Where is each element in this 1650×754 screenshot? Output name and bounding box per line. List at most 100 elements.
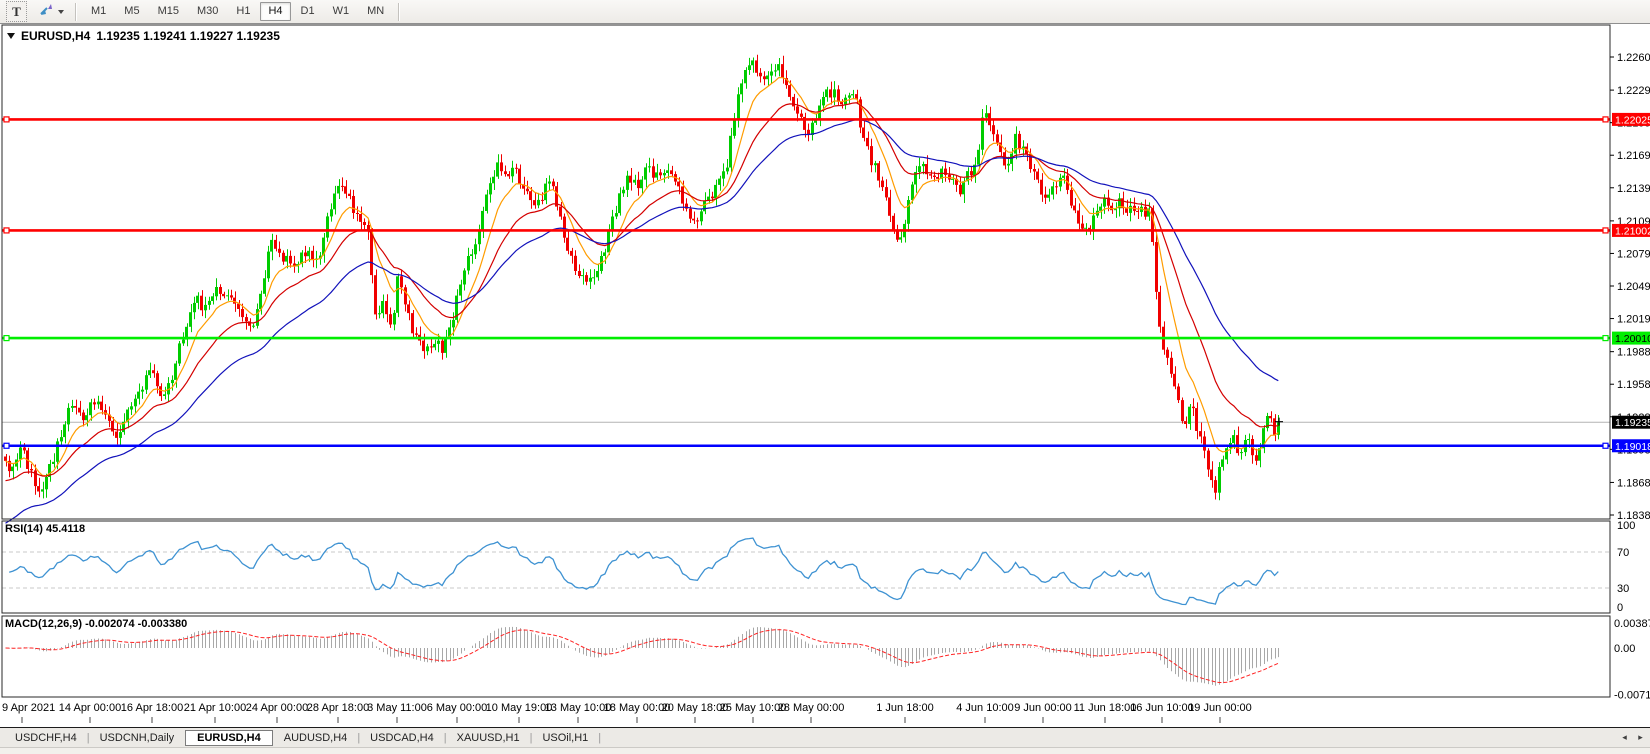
svg-text:1.20190: 1.20190 (1617, 314, 1650, 326)
svg-text:1.19885: 1.19885 (1617, 347, 1650, 359)
collapse-icon[interactable] (7, 33, 15, 39)
svg-text:1.21395: 1.21395 (1617, 183, 1650, 195)
svg-text:1.22295: 1.22295 (1617, 85, 1650, 97)
tab-AUDUSD-H4[interactable]: AUDUSD,H4 (283, 731, 348, 744)
chart-title: EURUSD,H4 1.19235 1.19241 1.19227 1.1923… (7, 29, 280, 43)
tab-separator: | (357, 731, 361, 744)
timeframe-buttons: M1 M5 M15 M30 H1 H4 D1 W1 MN (83, 2, 392, 21)
svg-text:9 Jun 00:00: 9 Jun 00:00 (1014, 702, 1072, 714)
svg-text:1.19585: 1.19585 (1617, 379, 1650, 391)
chevron-down-icon (58, 9, 64, 14)
svg-text:3 May 11:00: 3 May 11:00 (367, 702, 427, 714)
timeframe-button-H1[interactable]: H1 (236, 5, 251, 17)
macd-indicator-label: MACD(12,26,9) -0.002074 -0.003380 (5, 618, 188, 630)
rsi-line (9, 537, 1279, 606)
ohlc-values: 1.19235 1.19241 1.19227 1.19235 (96, 29, 280, 43)
svg-text:1.20490: 1.20490 (1617, 281, 1650, 293)
toolbar-separator (75, 2, 77, 21)
tab-separator: | (598, 731, 602, 744)
date-axis: 9 Apr 2021 14 Apr 00:00 16 Apr 18:00 21 Apr… (2, 702, 1252, 723)
svg-text:18 May 00:00: 18 May 00:00 (604, 702, 671, 714)
svg-text:10 May 19:00: 10 May 19:00 (486, 702, 553, 714)
line-anchor-square[interactable] (1602, 116, 1609, 123)
svg-text:1 Jun 18:00: 1 Jun 18:00 (876, 702, 934, 714)
tabs-scroll-left-button[interactable]: ◂ (1622, 732, 1627, 742)
indicators-icon (39, 2, 54, 22)
svg-text:0.003873: 0.003873 (1614, 618, 1650, 630)
rsi-indicator-label: RSI(14) 45.4118 (5, 523, 86, 535)
line-anchor-square[interactable] (3, 334, 10, 342)
svg-text:21 Apr 10:00: 21 Apr 10:00 (184, 702, 246, 714)
price-badge-1.20010: 1.20010 (1612, 331, 1650, 345)
svg-text:1.21002: 1.21002 (1615, 225, 1650, 237)
line-anchor-square[interactable] (3, 442, 10, 449)
ma-fast-line (5, 76, 1279, 477)
timeframe-button-M30[interactable]: M30 (196, 5, 219, 17)
line-anchor-square[interactable] (3, 227, 10, 234)
svg-text:16 Apr 18:00: 16 Apr 18:00 (121, 702, 183, 714)
svg-text:4 Jun 10:00: 4 Jun 10:00 (956, 702, 1014, 714)
top-toolbar: T M1 M5 M15 M30 H1 H4 D1 W1 MN (0, 0, 1650, 24)
svg-text:30: 30 (1617, 583, 1629, 595)
svg-text:1.22600: 1.22600 (1617, 52, 1650, 64)
timeframe-button-H4[interactable]: H4 (260, 2, 291, 21)
tab-separator: | (529, 731, 533, 744)
tab-USDCAD-H4[interactable]: USDCAD,H4 (370, 731, 434, 744)
line-anchor-square[interactable] (1602, 442, 1609, 449)
svg-text:1.19235: 1.19235 (1615, 417, 1650, 429)
price-badge-1.21002: 1.21002 (1612, 223, 1650, 237)
svg-text:1.22025: 1.22025 (1615, 114, 1650, 126)
svg-text:24 Apr 00:00: 24 Apr 00:00 (246, 702, 308, 714)
panel-border (1, 520, 1611, 614)
svg-text:9 Apr 2021: 9 Apr 2021 (2, 702, 55, 714)
svg-text:28 May 00:00: 28 May 00:00 (778, 702, 845, 714)
svg-text:0.00: 0.00 (1614, 643, 1635, 655)
svg-text:25 May 10:00: 25 May 10:00 (720, 702, 787, 714)
svg-text:1.20010: 1.20010 (1615, 333, 1650, 345)
line-anchor-square[interactable] (1602, 334, 1609, 342)
timeframe-button-MN[interactable]: MN (367, 5, 385, 17)
tab-USOil-H1[interactable]: USOil,H1 (542, 731, 589, 744)
svg-text:11 Jun 18:00: 11 Jun 18:00 (1074, 702, 1137, 714)
svg-text:1.18680: 1.18680 (1617, 477, 1650, 489)
tab-USDCHF-H4[interactable]: USDCHF,H4 (15, 731, 77, 744)
svg-text:14 Apr 00:00: 14 Apr 00:00 (59, 702, 121, 714)
timeframe-button-M15[interactable]: M15 (157, 5, 179, 17)
svg-text:13 May 10:00: 13 May 10:00 (545, 702, 612, 714)
svg-text:0: 0 (1617, 602, 1623, 614)
timeframe-button-D1[interactable]: D1 (300, 5, 315, 17)
symbol-period-label: EURUSD,H4 (21, 29, 91, 43)
svg-text:100: 100 (1617, 520, 1635, 532)
tab-EURUSD-H4[interactable]: EURUSD,H4 (185, 729, 273, 746)
svg-text:70: 70 (1617, 547, 1629, 559)
svg-text:28 Apr 18:00: 28 Apr 18:00 (307, 702, 369, 714)
rsi-axis: 100 70 30 0 (1617, 520, 1635, 614)
timeframe-button-M1[interactable]: M1 (91, 5, 107, 17)
tab-separator: | (86, 731, 90, 744)
macd-signal-line (5, 629, 1279, 684)
window-bottom-border (0, 727, 1650, 728)
current-price-badge: 1.19235 (1612, 415, 1650, 429)
svg-text:1.18380: 1.18380 (1617, 510, 1650, 522)
tab-USDCNH-Daily[interactable]: USDCNH,Daily (99, 731, 175, 744)
chart-tabs-bar: USDCHF,H4 | USDCNH,Daily EURUSD,H4 AUDUSD,H4… (0, 728, 1650, 747)
indicators-dropdown-button[interactable] (34, 0, 69, 24)
svg-text:1.21695: 1.21695 (1617, 150, 1650, 162)
svg-text:1.19018: 1.19018 (1615, 441, 1650, 453)
tab-XAUUSD-H1[interactable]: XAUUSD,H1 (456, 731, 520, 744)
panel-border (1, 24, 1611, 520)
svg-text:19 Jun 00:00: 19 Jun 00:00 (1188, 702, 1252, 714)
svg-text:1.20790: 1.20790 (1617, 248, 1650, 260)
last-bar-cross-marker (1275, 417, 1283, 426)
timeframe-button-M5[interactable]: M5 (124, 5, 140, 17)
panel-border (1, 615, 1611, 698)
line-anchor-square[interactable] (1602, 227, 1609, 234)
svg-text:6 May 00:00: 6 May 00:00 (427, 702, 488, 714)
svg-text:16 Jun 10:00: 16 Jun 10:00 (1130, 702, 1194, 714)
text-tool-button[interactable]: T (6, 1, 27, 22)
timeframe-button-W1[interactable]: W1 (332, 5, 350, 17)
tabs-scroll-right-button[interactable]: ▸ (1638, 732, 1643, 742)
line-anchor-square[interactable] (3, 116, 10, 123)
